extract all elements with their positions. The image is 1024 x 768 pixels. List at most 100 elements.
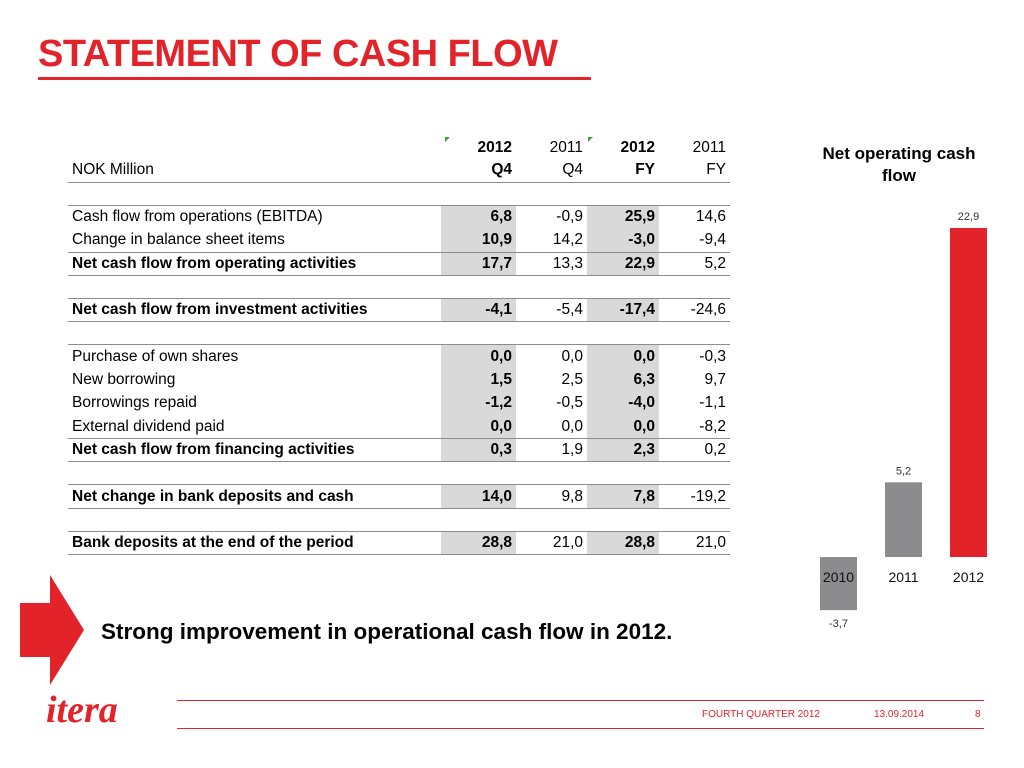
chart-category-label: 2010 [823, 569, 854, 585]
svg-text:itera: itera [46, 692, 118, 731]
footer-quarter: FOURTH QUARTER 2012 [702, 709, 820, 720]
row-label: External dividend paid [72, 417, 225, 435]
table-row: Change in balance sheet items 10,9 14,2 … [68, 228, 730, 253]
cell-value: -24,6 [659, 298, 730, 323]
cash-flow-table: 2012 2011 2012 2011 NOK Million Q4 Q4 FY… [68, 136, 730, 556]
cell-value: -8,2 [699, 417, 726, 435]
page-number: 8 [975, 709, 981, 720]
chart-bar-2012 [950, 228, 987, 557]
unit-label: NOK Million [68, 159, 441, 183]
cell-value: -19,2 [659, 484, 730, 509]
cell-value: 14,0 [441, 484, 516, 509]
cell-value: 21,0 [659, 530, 730, 556]
cell-flag-icon [588, 137, 593, 142]
header-year: 2012 [620, 138, 655, 156]
row-label: Purchase of own shares [68, 344, 441, 369]
row-label: Cash flow from operations (EBITDA) [68, 204, 441, 229]
cell-value: 7,8 [587, 484, 659, 509]
cell-value: 0,0 [587, 415, 659, 439]
header-years-row: 2012 2011 2012 2011 [68, 136, 730, 159]
row-label: New borrowing [72, 371, 176, 389]
table-row: Cash flow from operations (EBITDA) 6,8 -… [68, 204, 730, 229]
header-period: Q4 [441, 159, 516, 183]
table-row-total: Net cash flow from investment activities… [68, 298, 730, 323]
right-arrow-icon [20, 575, 84, 685]
cell-value: 21,0 [516, 530, 587, 556]
cell-value: -17,4 [587, 298, 659, 323]
cell-value: 17,7 [441, 251, 516, 277]
page-title: STATEMENT OF CASH FLOW [38, 33, 558, 75]
row-label: Bank deposits at the end of the period [68, 530, 441, 556]
cell-value: -1,1 [699, 394, 726, 412]
chart-bar-2010 [820, 557, 857, 611]
cell-value: -3,0 [587, 228, 659, 253]
cell-value: 9,8 [516, 484, 587, 509]
header-period: FY [587, 159, 659, 183]
cell-value: 6,8 [441, 204, 516, 229]
cell-value: 14,2 [552, 231, 583, 249]
cell-value: 1,9 [516, 438, 587, 463]
cell-value: -9,4 [699, 231, 726, 249]
table-row-total: Net cash flow from operating activities … [68, 251, 730, 277]
header-periods-row: NOK Million Q4 Q4 FY FY [68, 159, 730, 183]
cell-value: -1,2 [441, 391, 516, 416]
tagline: Strong improvement in operational cash f… [101, 619, 673, 644]
cell-value: 1,5 [441, 368, 516, 392]
cell-value: 22,9 [587, 251, 659, 277]
header-period: Q4 [516, 159, 587, 183]
header-period: FY [659, 159, 730, 183]
cell-value: 25,9 [587, 204, 659, 229]
cell-value: -0,5 [556, 394, 583, 412]
cell-value: 0,0 [516, 344, 587, 369]
footer-divider [177, 700, 984, 701]
cell-flag-icon [445, 137, 450, 142]
chart-value-label: -3,7 [829, 618, 848, 630]
row-label: Net cash flow from investment activities [68, 298, 441, 323]
row-label: Net cash flow from operating activities [68, 251, 441, 277]
cell-value: 6,3 [587, 368, 659, 392]
table-row: Borrowings repaid -1,2 -0,5 -4,0 -1,1 [68, 391, 730, 416]
cell-value: -4,1 [441, 298, 516, 323]
cell-value: 0,0 [561, 417, 583, 435]
cell-value: 2,3 [587, 438, 659, 463]
cell-value: -0,9 [516, 204, 587, 229]
itera-logo: itera [46, 692, 118, 731]
cell-value: 13,3 [516, 251, 587, 277]
chart-category-label: 2011 [888, 569, 918, 585]
chart-bar-2011 [885, 482, 922, 557]
cell-value: 0,3 [441, 438, 516, 463]
cell-value: 0,0 [441, 344, 516, 369]
cell-value: -5,4 [516, 298, 587, 323]
cell-value: 2,5 [561, 371, 583, 389]
cell-value: 28,8 [587, 530, 659, 556]
row-label: Net cash flow from financing activities [68, 438, 441, 463]
title-underline [38, 77, 591, 80]
header-year: 2011 [692, 138, 726, 156]
cell-value: 9,7 [704, 371, 726, 389]
cell-value: -4,0 [587, 391, 659, 416]
row-label: Borrowings repaid [72, 394, 197, 412]
table-row: New borrowing 1,5 2,5 6,3 9,7 [68, 368, 730, 392]
table-row-total: Net cash flow from financing activities … [68, 438, 730, 463]
row-label: Net change in bank deposits and cash [68, 484, 441, 509]
cell-value: 28,8 [441, 530, 516, 556]
cell-value: 0,0 [587, 344, 659, 369]
cell-value: 0,0 [441, 415, 516, 439]
footer-date: 13.09.2014 [874, 709, 925, 720]
net-operating-cash-flow-chart: -3,7 2010 5,2 2011 22,9 2012 [820, 211, 987, 630]
header-year: 2011 [549, 138, 583, 156]
chart-value-label: 5,2 [896, 465, 911, 477]
chart-title: Net operating cash flow [822, 144, 976, 185]
cell-value: 10,9 [441, 228, 516, 253]
row-label: Change in balance sheet items [72, 231, 285, 249]
chart-value-label: 22,9 [958, 211, 979, 223]
cell-value: -0,3 [659, 344, 730, 369]
footer-divider [177, 728, 984, 729]
table-row-total: Net change in bank deposits and cash 14,… [68, 484, 730, 509]
cell-value: 14,6 [659, 204, 730, 229]
chart-category-label: 2012 [953, 569, 984, 585]
cell-value: 0,2 [659, 438, 730, 463]
cell-value: 5,2 [659, 251, 730, 277]
table-row: Purchase of own shares 0,0 0,0 0,0 -0,3 [68, 344, 730, 369]
header-year: 2012 [477, 138, 512, 156]
